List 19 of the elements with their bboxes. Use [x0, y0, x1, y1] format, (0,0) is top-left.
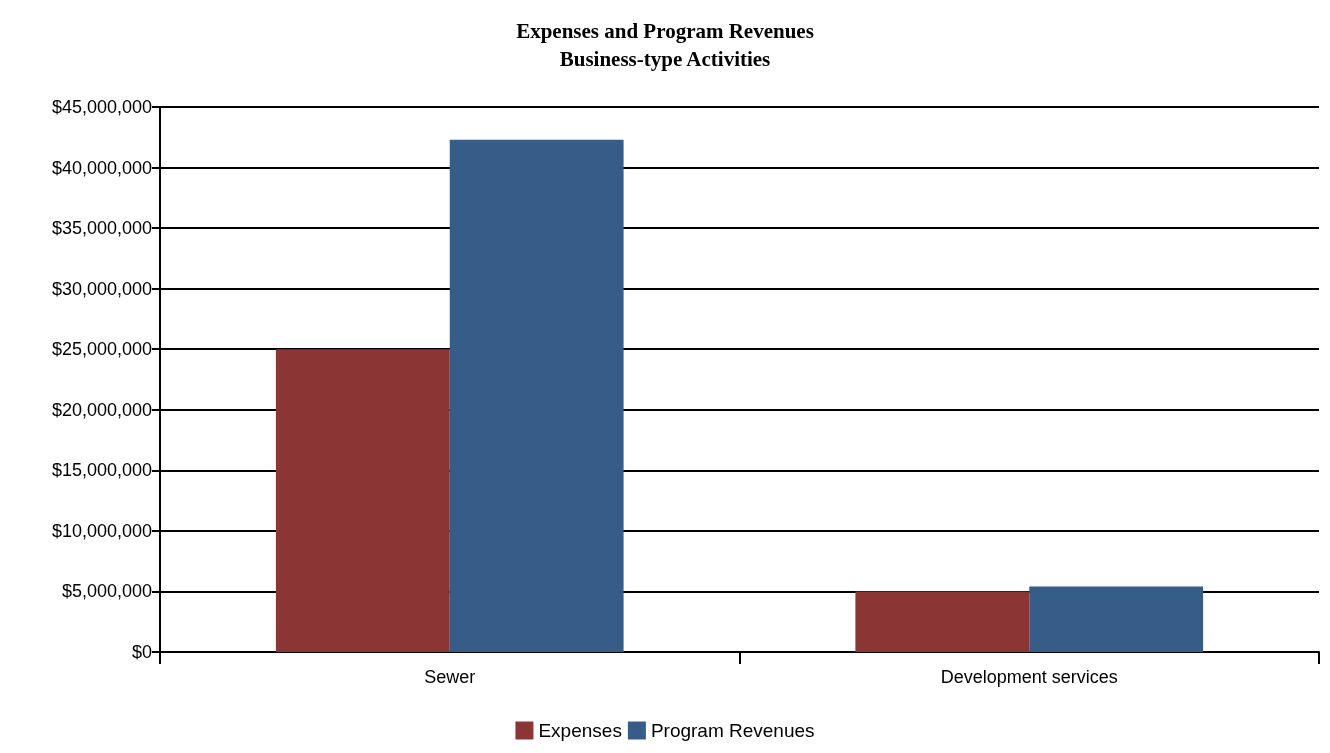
bar [855, 591, 1030, 652]
bar [449, 139, 624, 652]
y-tick-label: $0 [131, 642, 152, 662]
bar [275, 349, 450, 652]
chart-title: Expenses and Program Revenues Business-type Activities [516, 19, 814, 71]
y-tick-label: $30,000,000 [51, 278, 152, 299]
y-tick-label: $35,000,000 [51, 218, 152, 239]
y-tick-label: $5,000,000 [61, 581, 152, 602]
y-tick-label: $40,000,000 [51, 157, 152, 178]
y-tick-label: $25,000,000 [51, 339, 152, 360]
bar [1029, 586, 1204, 652]
x-tick-label: Development services [940, 667, 1118, 687]
legend-label: Program Revenues [650, 720, 815, 741]
legend-label: Expenses [538, 720, 622, 741]
y-tick-label: $45,000,000 [51, 97, 152, 117]
y-tick-label: $15,000,000 [51, 460, 152, 481]
y-tick-label: $10,000,000 [51, 520, 152, 541]
x-tick-label: Sewer [424, 667, 476, 687]
y-tick-label: $20,000,000 [51, 399, 152, 420]
